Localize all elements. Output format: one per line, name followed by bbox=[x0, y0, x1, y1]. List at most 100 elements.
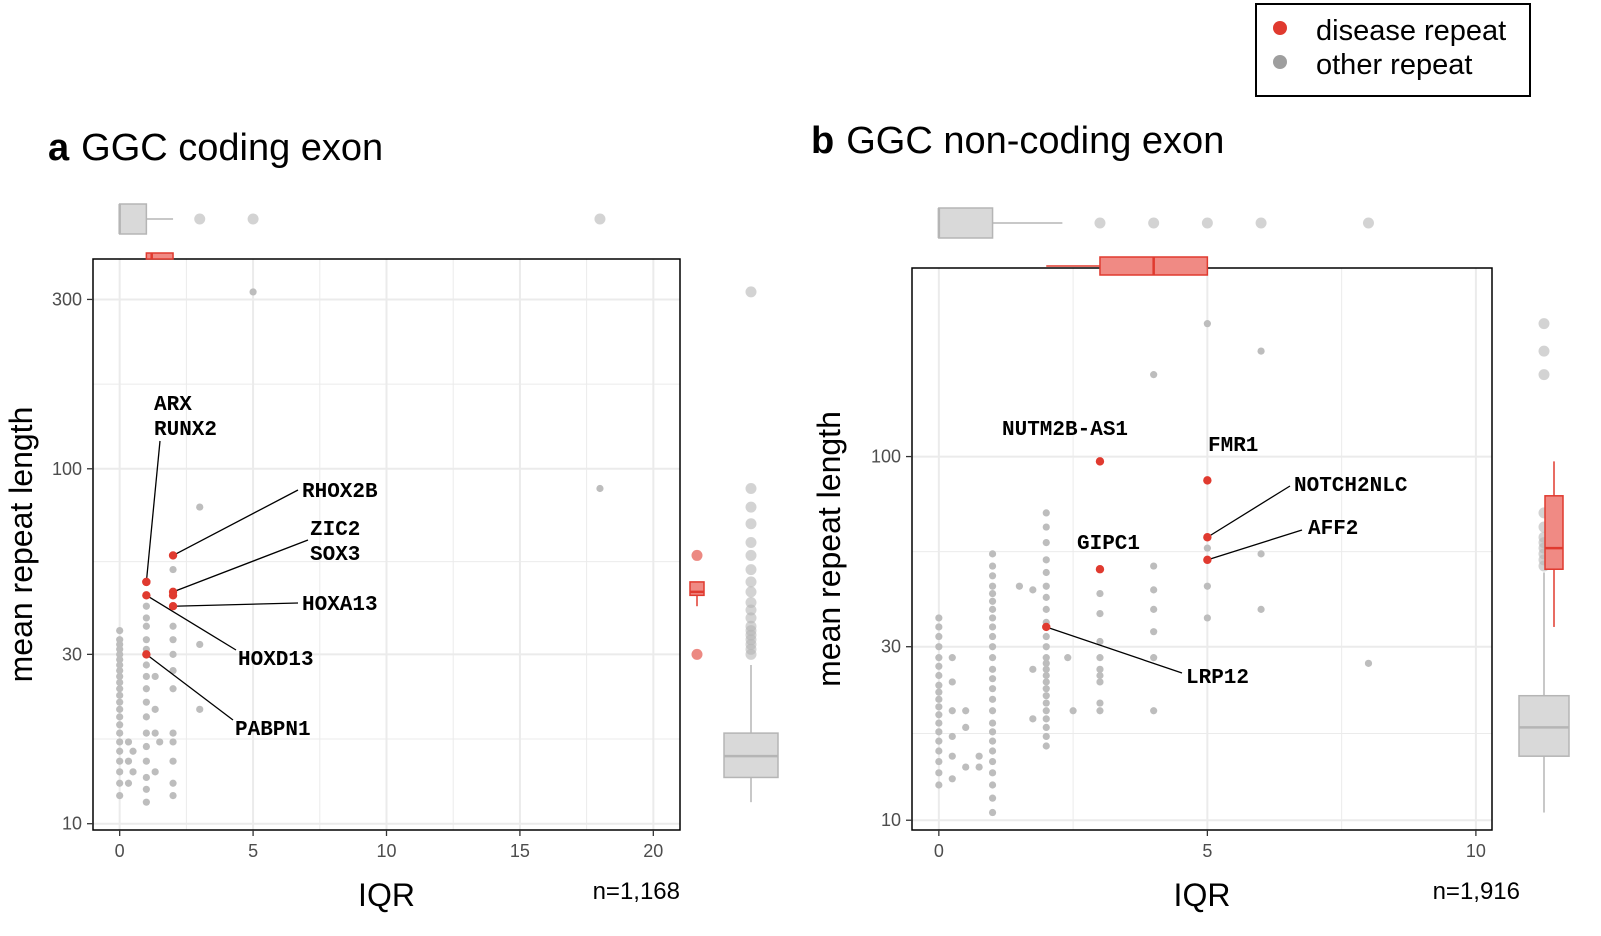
gene-label: LRP12 bbox=[1186, 667, 1249, 690]
data-point-other bbox=[1042, 593, 1050, 601]
data-point-other bbox=[169, 738, 177, 746]
data-point-other bbox=[116, 747, 124, 755]
data-point-other bbox=[196, 705, 204, 713]
panel-title: b GGC non-coding exon bbox=[811, 120, 1224, 162]
data-point-other bbox=[116, 768, 124, 776]
data-point-other bbox=[169, 565, 177, 574]
data-point-other bbox=[1042, 568, 1050, 577]
data-point-other bbox=[948, 732, 956, 741]
leader-line bbox=[172, 539, 309, 593]
data-point-other bbox=[116, 672, 124, 681]
data-point-other bbox=[935, 781, 943, 789]
data-point-other bbox=[1096, 637, 1104, 646]
gene-label: RHOX2B bbox=[302, 481, 378, 504]
x-axis-title: IQR bbox=[358, 877, 415, 913]
data-point-other bbox=[1042, 643, 1050, 651]
data-point-other bbox=[169, 636, 177, 644]
data-point-other bbox=[1150, 586, 1158, 594]
data-point-other bbox=[935, 703, 943, 711]
data-point-other bbox=[151, 768, 159, 776]
data-point-other bbox=[129, 747, 137, 755]
data-point-other bbox=[169, 650, 177, 658]
right-marginal-other-outlier bbox=[745, 518, 757, 530]
top-marginal-other-outlier bbox=[1148, 217, 1160, 229]
data-point-other bbox=[1042, 723, 1050, 731]
leader-line bbox=[1207, 485, 1291, 538]
data-point-other bbox=[249, 288, 257, 296]
data-point-other bbox=[988, 707, 997, 715]
data-point-other bbox=[116, 650, 124, 658]
data-point-other bbox=[948, 678, 956, 686]
right-marginal-other-outlier bbox=[745, 597, 757, 609]
data-point-other bbox=[988, 769, 997, 777]
data-point-other bbox=[988, 582, 997, 590]
data-point-other bbox=[596, 484, 604, 493]
data-point-other bbox=[116, 655, 124, 664]
data-point-other bbox=[1029, 586, 1037, 594]
right-marginal-other-outlier bbox=[745, 549, 757, 561]
data-point-other bbox=[988, 665, 997, 673]
top-marginal-disease-box bbox=[145, 252, 174, 260]
gene-label: AFF2 bbox=[1308, 518, 1358, 541]
x-axis-title: IQR bbox=[1174, 877, 1231, 913]
right-marginal-disease-box bbox=[689, 581, 705, 597]
top-marginal-other-outlier bbox=[1255, 217, 1267, 229]
data-point-disease bbox=[1203, 476, 1212, 485]
data-point-other bbox=[988, 632, 997, 641]
data-point-other bbox=[1042, 671, 1050, 680]
right-marginal-other-outlier bbox=[1538, 369, 1550, 381]
data-point-other bbox=[116, 691, 124, 699]
y-tick-label: 10 bbox=[881, 810, 901, 830]
data-point-other bbox=[169, 622, 177, 630]
data-point-other bbox=[1096, 654, 1104, 662]
data-point-disease bbox=[168, 551, 178, 560]
y-tick-label: 100 bbox=[52, 459, 82, 479]
leader-line bbox=[146, 594, 237, 651]
data-point-other bbox=[975, 763, 983, 771]
data-point-other bbox=[988, 794, 997, 802]
data-point-other bbox=[988, 757, 997, 766]
data-point-other bbox=[142, 785, 150, 793]
data-point-other bbox=[935, 623, 943, 631]
data-point-other bbox=[988, 550, 997, 558]
data-point-other bbox=[1042, 654, 1050, 662]
legend-swatch bbox=[1273, 55, 1287, 69]
data-point-other bbox=[169, 729, 177, 737]
data-point-other bbox=[129, 768, 137, 776]
panel-b: NUTM2B-AS1 FMR1 NOTCH2NLC AFF2 GIPC1 LRP12 0 5 1… bbox=[811, 120, 1570, 913]
top-marginal-other-outlier bbox=[594, 213, 606, 225]
data-point-other bbox=[1257, 347, 1265, 355]
data-point-other bbox=[1096, 678, 1104, 686]
data-point-other bbox=[1029, 715, 1037, 723]
data-point-other bbox=[935, 671, 943, 680]
top-marginal-other-outlier bbox=[1094, 217, 1106, 229]
gene-label: NUTM2B-AS1 bbox=[1002, 419, 1128, 442]
data-point-other bbox=[142, 636, 150, 644]
data-point-disease bbox=[1042, 622, 1051, 632]
data-point-other bbox=[948, 752, 956, 760]
leader-line bbox=[145, 440, 161, 582]
gene-label: PABPN1 bbox=[235, 719, 311, 742]
data-point-other bbox=[935, 614, 943, 622]
data-point-other bbox=[1029, 665, 1037, 673]
data-point-other bbox=[151, 729, 159, 737]
data-point-other bbox=[1042, 556, 1050, 564]
data-point-other bbox=[935, 757, 943, 766]
x-tick-label: 15 bbox=[510, 841, 530, 861]
data-point-other bbox=[935, 769, 943, 777]
data-point-other bbox=[1096, 699, 1104, 707]
data-point-other bbox=[156, 738, 164, 746]
data-point-other bbox=[1042, 742, 1050, 750]
data-point-other bbox=[962, 707, 970, 715]
right-marginal-other-outlier bbox=[745, 501, 757, 513]
data-point-other bbox=[142, 672, 150, 681]
data-point-other bbox=[988, 643, 997, 651]
data-point-other bbox=[935, 695, 943, 703]
gene-label: ARX bbox=[154, 394, 192, 417]
data-point-other bbox=[142, 661, 150, 669]
data-point-other bbox=[142, 698, 150, 706]
data-point-other bbox=[988, 675, 997, 683]
data-point-other bbox=[1096, 589, 1104, 598]
